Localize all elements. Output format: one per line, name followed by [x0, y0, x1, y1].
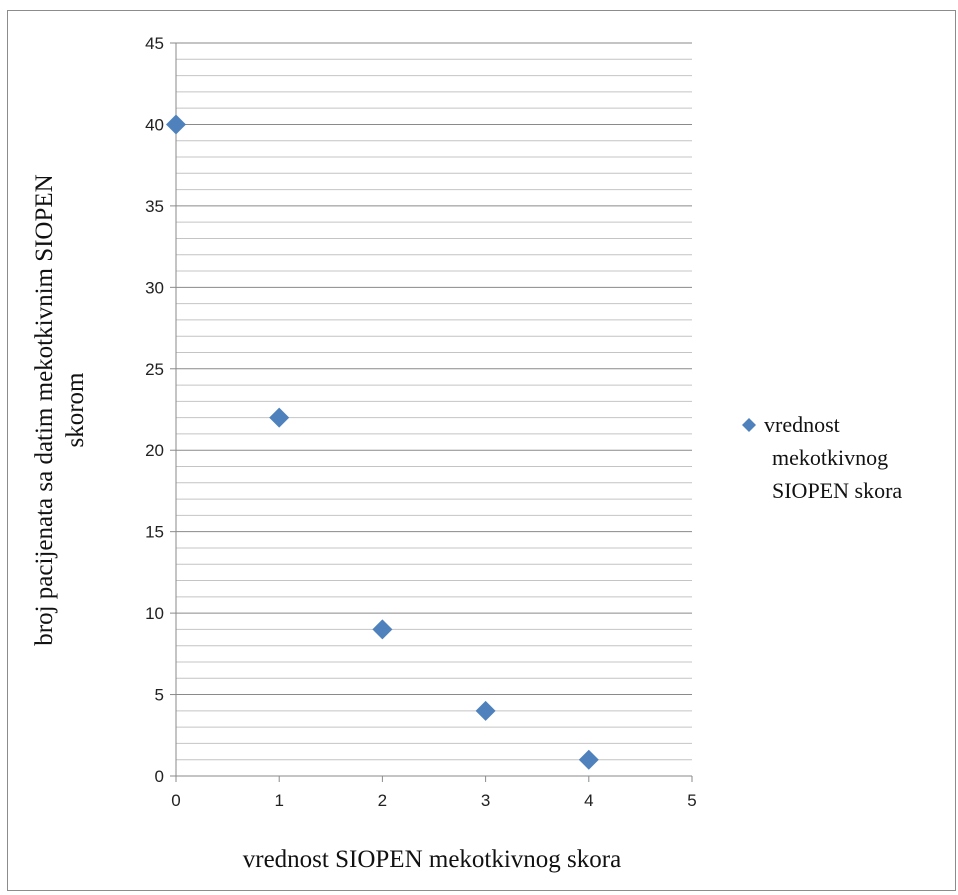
y-tick-label: 10 [145, 604, 164, 623]
x-tick-label: 5 [687, 791, 696, 810]
y-tick-label: 0 [155, 767, 164, 786]
y-tick-label: 35 [145, 197, 164, 216]
x-tick-label: 4 [584, 791, 593, 810]
y-tick-label: 30 [145, 278, 164, 297]
axes [175, 43, 692, 777]
y-tick-label: 5 [155, 686, 164, 705]
legend: vrednost mekotkivnog SIOPEN skora [742, 412, 902, 503]
legend-label-line-2: mekotkivnog [772, 445, 888, 470]
data-point [269, 407, 290, 428]
y-tick-label: 25 [145, 360, 164, 379]
x-tick-label: 3 [481, 791, 490, 810]
legend-marker-diamond [742, 418, 756, 432]
x-axis-title: vrednost SIOPEN mekotkivnog skora [243, 846, 621, 873]
y-axis-title-line-1: broj pacijenata sa datim mekotkivnim SIO… [31, 174, 58, 645]
legend-label-line-3: SIOPEN skora [772, 478, 902, 503]
y-axis-ticks: 0 5 10 15 20 25 30 35 40 45 [145, 34, 176, 786]
y-tick-label: 15 [145, 523, 164, 542]
data-point [475, 700, 496, 721]
y-axis-title: broj pacijenata sa datim mekotkivnim SIO… [31, 174, 89, 645]
y-tick-label: 20 [145, 441, 164, 460]
x-tick-label: 2 [378, 791, 387, 810]
x-axis-ticks: 0 1 2 3 4 5 [171, 776, 697, 810]
data-point [372, 619, 393, 640]
x-tick-label: 0 [171, 791, 180, 810]
y-axis-title-line-2: skorom [62, 372, 89, 448]
data-point [578, 749, 599, 770]
grid-lines [176, 42, 692, 761]
x-tick-label: 1 [274, 791, 283, 810]
data-point [166, 114, 186, 135]
y-tick-label: 45 [145, 34, 164, 53]
y-tick-label: 40 [145, 115, 164, 134]
legend-label-line-1: vrednost [764, 412, 840, 437]
data-points [166, 114, 599, 770]
